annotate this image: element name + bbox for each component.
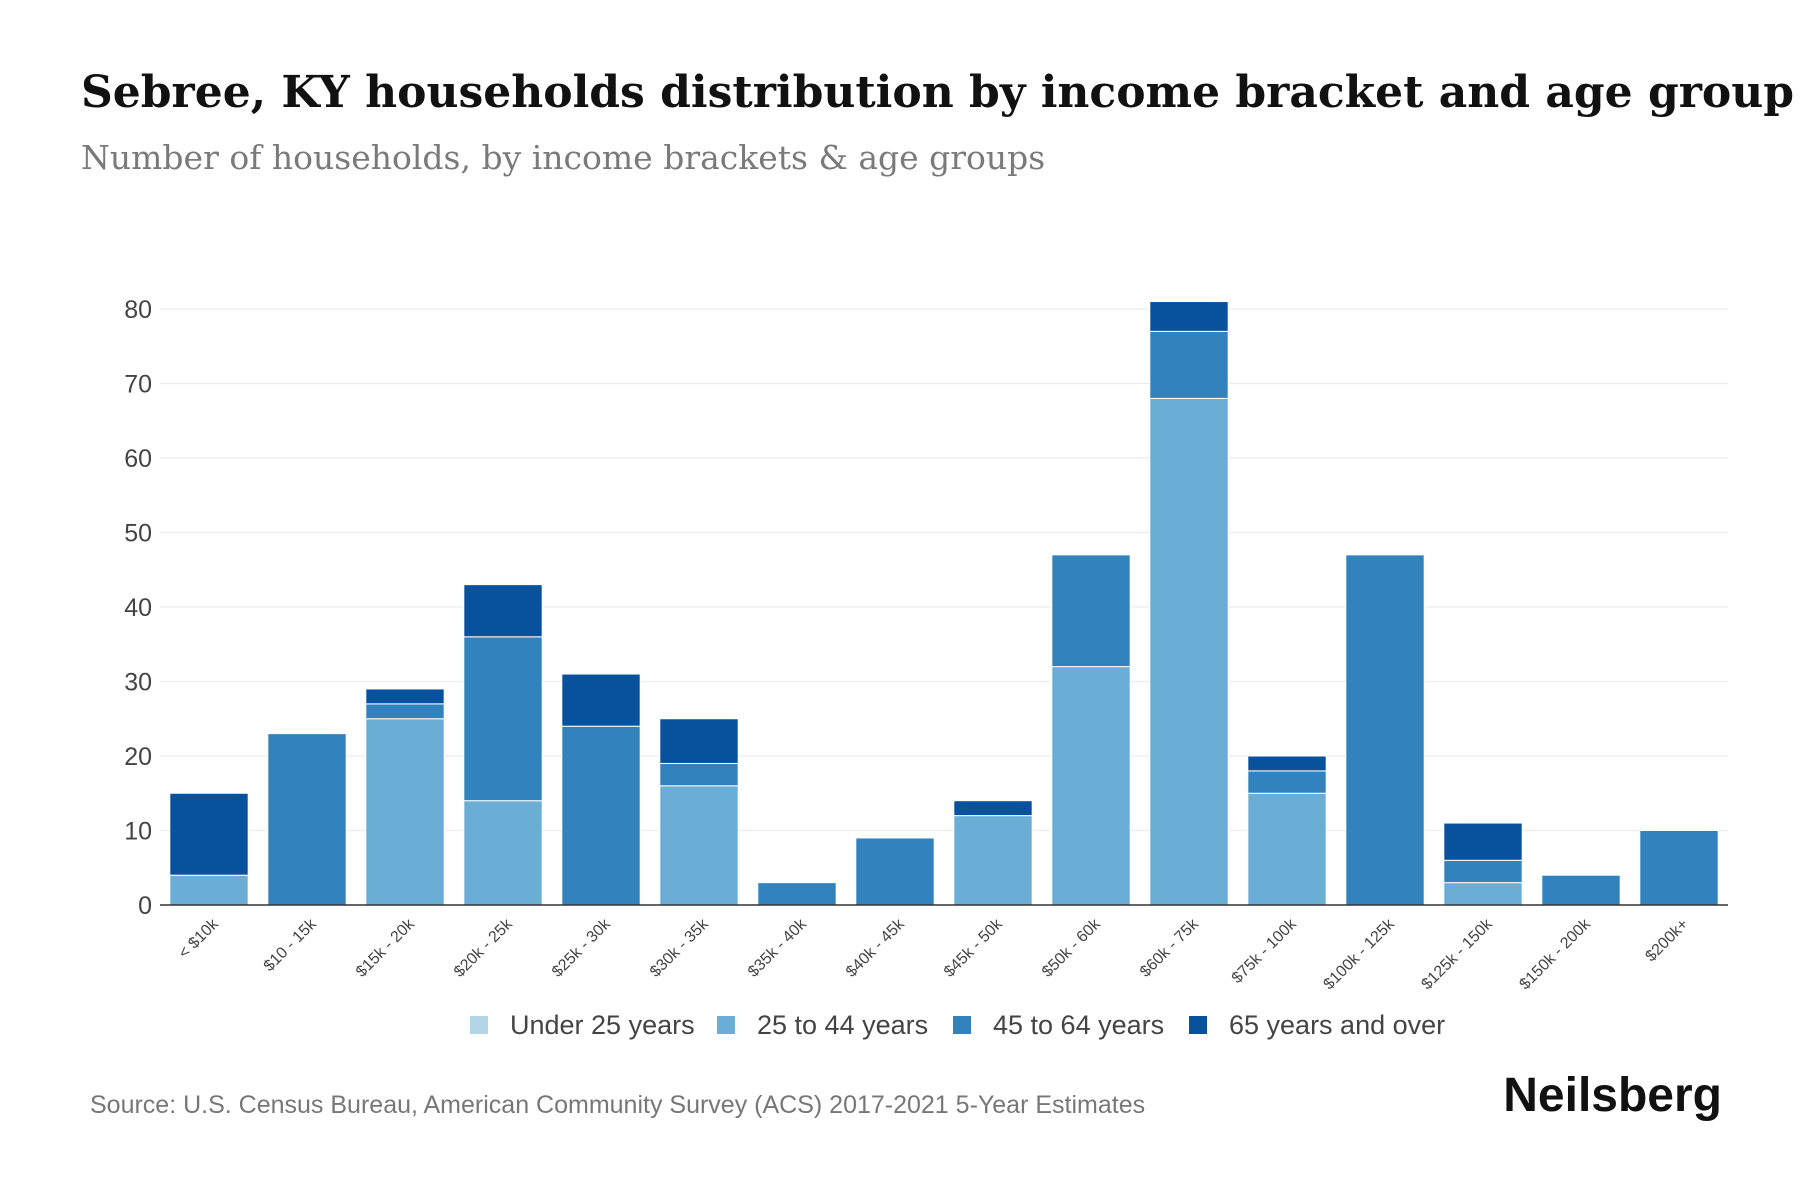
bar-segment [855, 837, 935, 906]
x-axis-ticks: < $10k $10 - 15k $15k - 20k $20k - 25k $25k … [176, 915, 1692, 993]
x-tick-label: $35k - 40k [745, 915, 811, 981]
x-tick-label: $150k - 200k [1516, 915, 1594, 993]
x-tick-label: $25k - 30k [549, 915, 615, 981]
source-note: Source: U.S. Census Bureau, American Com… [90, 1091, 1145, 1119]
x-tick-label: $50k - 60k [1039, 915, 1105, 981]
y-axis-ticks: 0 10 20 30 40 50 60 70 80 [124, 296, 152, 920]
bar-segment [659, 785, 739, 906]
x-tick-label: $10 - 15k [261, 915, 321, 975]
bar-segment [659, 762, 739, 787]
bar-segment [463, 636, 543, 802]
bar-segment [953, 800, 1033, 817]
legend-swatch [717, 1016, 735, 1034]
bar-segment [1443, 882, 1523, 906]
legend-swatch [1189, 1016, 1207, 1034]
y-tick-label: 60 [124, 445, 152, 473]
x-tick-label: $75k - 100k [1229, 915, 1301, 987]
y-tick-label: 80 [124, 296, 152, 324]
bar-segment [169, 874, 249, 906]
bar-segment [1247, 755, 1327, 772]
bar-segment [659, 718, 739, 764]
bar-segment [1541, 874, 1621, 906]
bar-segment [463, 800, 543, 906]
bar-segment [463, 584, 543, 638]
legend-swatch [953, 1016, 971, 1034]
bar-segment [365, 718, 445, 906]
x-tick-label: $40k - 45k [843, 915, 909, 981]
chart-title: Sebree, KY households distribution by in… [81, 67, 1794, 118]
bar-segment [267, 733, 347, 906]
x-tick-label: $45k - 50k [941, 915, 1007, 981]
bar-segment [1149, 330, 1229, 399]
y-tick-label: 20 [124, 743, 152, 771]
x-tick-label: $15k - 20k [353, 915, 419, 981]
bar-segment [169, 792, 249, 876]
legend-label: 45 to 64 years [993, 1010, 1164, 1040]
y-tick-label: 0 [138, 892, 152, 920]
legend-label: 25 to 44 years [757, 1010, 928, 1040]
x-tick-label: $200k+ [1642, 916, 1691, 965]
bar-segment [1443, 859, 1523, 884]
bar-segment [1149, 301, 1229, 332]
y-tick-label: 40 [124, 594, 152, 622]
chart-subtitle: Number of households, by income brackets… [81, 138, 1045, 177]
x-tick-label: $100k - 125k [1320, 915, 1398, 993]
y-tick-label: 50 [124, 520, 152, 548]
bar-segment [1247, 792, 1327, 906]
bar-segment [365, 688, 445, 705]
bar-segment [561, 725, 641, 906]
bar-segment [1051, 554, 1131, 668]
bar-segment [1149, 397, 1229, 906]
bar-segment [1247, 770, 1327, 794]
x-tick-label: $125k - 150k [1418, 915, 1496, 993]
bar-segment [561, 673, 641, 727]
legend-swatch [470, 1016, 488, 1034]
legend-label: Under 25 years [510, 1010, 695, 1040]
bar-segment [1639, 830, 1719, 906]
legend: Under 25 years 25 to 44 years 45 to 64 yea… [470, 1010, 1445, 1040]
bars [169, 301, 1719, 906]
x-tick-label: $60k - 75k [1137, 915, 1203, 981]
y-tick-label: 10 [124, 818, 152, 846]
x-tick-label: $30k - 35k [647, 915, 713, 981]
y-tick-label: 30 [124, 669, 152, 697]
bar-segment [365, 703, 445, 720]
bar-segment [1443, 822, 1523, 861]
bar-segment [1051, 666, 1131, 906]
x-tick-label: $20k - 25k [451, 915, 517, 981]
y-tick-label: 70 [124, 371, 152, 399]
bar-segment [1345, 554, 1425, 906]
legend-label: 65 years and over [1229, 1010, 1445, 1040]
brand-logo: Neilsberg [1503, 1069, 1722, 1122]
bar-segment [757, 882, 837, 906]
x-tick-label: < $10k [176, 915, 223, 962]
bar-segment [953, 815, 1033, 906]
